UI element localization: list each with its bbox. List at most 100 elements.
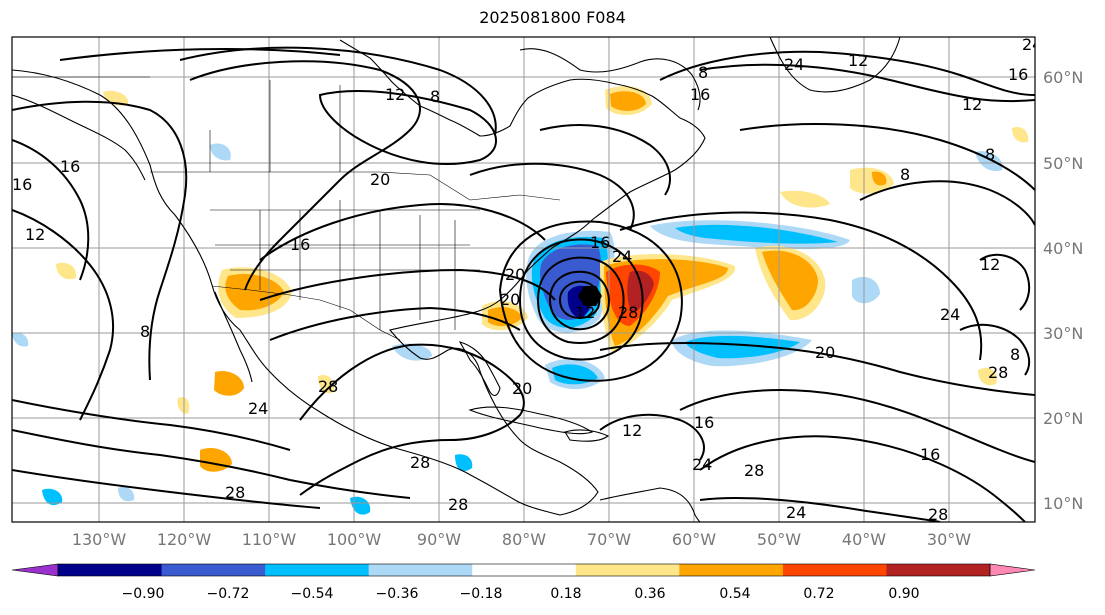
map-frame — [11, 36, 1036, 523]
colorbar-segment — [368, 564, 473, 576]
contour-label: 20 — [500, 290, 520, 309]
positive-anomaly-small — [56, 262, 77, 280]
lat-label: 40°N — [1043, 239, 1083, 258]
colorbar-tick-label: −0.18 — [460, 586, 503, 602]
colorbar-tick-label: −0.72 — [207, 586, 250, 602]
contour-label: 24 — [692, 455, 712, 474]
contour-label: 16 — [290, 235, 310, 254]
contour-pacific-high — [189, 60, 421, 291]
positive-anomaly-small — [177, 396, 190, 414]
lon-label: 60°W — [672, 530, 716, 549]
colorbar-tick-label: −0.90 — [122, 586, 165, 602]
colorbar-segment — [886, 564, 991, 576]
contour-label: 20 — [815, 343, 835, 362]
lat-label: 20°N — [1043, 409, 1083, 428]
colorbar-segment — [58, 564, 163, 576]
contour-label: 24 — [786, 503, 806, 522]
contour-low-ring-4 — [518, 238, 644, 361]
contour-label: 8 — [698, 63, 708, 82]
latitude-labels: 60°N 50°N 40°N 30°N 20°N 10°N — [1043, 68, 1083, 513]
colorbar-segments — [11, 563, 1036, 577]
contour-label: 8 — [1010, 345, 1020, 364]
lon-label: 80°W — [502, 530, 546, 549]
cuba-coast — [468, 406, 594, 435]
contour-24-plains — [259, 268, 556, 301]
contour-label: 28 — [928, 505, 948, 524]
contour-16-west — [12, 139, 90, 281]
negative-anomaly-small — [210, 143, 231, 161]
contour-low-ring-3 — [536, 256, 625, 344]
colorbar-frame — [57, 563, 991, 577]
contour-label: 20 — [512, 379, 532, 398]
positive-anomaly-baja — [214, 370, 244, 396]
lon-label: 90°W — [417, 530, 461, 549]
positive-anomaly-small — [978, 367, 997, 386]
greenland-coast — [769, 37, 901, 93]
contour-label: 24 — [1022, 35, 1042, 54]
contour-low-ring-1 — [558, 280, 601, 319]
negative-anomaly-small — [12, 332, 29, 347]
lat-label: 50°N — [1043, 154, 1083, 173]
contour-12-atlantic — [599, 413, 705, 461]
positive-anomaly-small — [318, 374, 335, 394]
contour-12-west — [12, 209, 114, 421]
negative-band-core — [675, 224, 838, 244]
cyclone-center-marker — [578, 286, 602, 306]
colorbar-tick-label: −0.54 — [291, 586, 334, 602]
contour-labels: 8 12 16 20 24 28 8 12 16 20 24 28 16 12 … — [12, 35, 1042, 524]
colorbar-ticks: −0.90 −0.72 −0.54 −0.36 −0.18 0.18 0.36 … — [122, 586, 920, 602]
north-america-coast — [12, 39, 706, 516]
longitude-labels: 130°W 120°W 110°W 100°W 90°W 80°W 70°W 6… — [72, 530, 971, 549]
colorbar-tick-label: 0.36 — [634, 586, 665, 602]
contour-label: 16 — [12, 175, 32, 194]
colorbar-tick-label: 0.54 — [719, 586, 750, 602]
colorbar-tick-label: 0.72 — [803, 586, 834, 602]
contour-label: 12 — [575, 303, 595, 322]
contour-canada-8 — [539, 124, 671, 196]
hispaniola-coast — [564, 429, 610, 442]
contour-24-west — [12, 429, 411, 499]
contour-label: 20 — [370, 170, 390, 189]
contour-label: 12 — [622, 421, 642, 440]
contour-east-12 — [959, 323, 1031, 376]
colorbar-tick-label: −0.36 — [376, 586, 419, 602]
contour-northeast-12 — [699, 63, 1035, 103]
political-borders — [12, 76, 561, 341]
negative-anomaly-small — [118, 486, 135, 502]
contour-label: 28 — [318, 377, 338, 396]
contour-label: 12 — [848, 51, 868, 70]
contour-northeast-8 — [659, 50, 1035, 96]
negative-anomaly-west — [852, 276, 880, 304]
contour-low-ring-5 — [498, 220, 683, 382]
negative-anomaly-gulf-core — [552, 364, 598, 385]
positive-anomaly-atlantic-core — [762, 250, 818, 311]
contour-label: 8 — [430, 87, 440, 106]
negative-band-south-core — [685, 335, 800, 359]
south-america-coast — [599, 487, 701, 522]
baffin-coast — [519, 48, 701, 111]
anomaly-shading — [12, 86, 1029, 515]
contour-label: 24 — [784, 55, 804, 74]
colorbar-extend-low — [11, 563, 59, 577]
colorbar-segment — [679, 564, 784, 576]
contour-label: 12 — [385, 85, 405, 104]
contour-label: 28 — [988, 363, 1008, 382]
contour-canada-16 — [469, 162, 635, 231]
contour-east-24 — [979, 253, 1031, 311]
contour-atlantic-24 — [619, 211, 983, 361]
negative-anomaly-small — [350, 496, 371, 515]
contour-28-gulf — [299, 343, 525, 496]
contour-label: 12 — [25, 225, 45, 244]
contour-label: 16 — [60, 157, 80, 176]
contour-east-20 — [859, 180, 1035, 226]
negative-anomaly-small — [42, 488, 63, 506]
lat-label: 60°N — [1043, 68, 1083, 87]
colorbar-segment — [575, 564, 680, 576]
contour-label: 8 — [140, 322, 150, 341]
contour-atlantic-24b — [699, 497, 941, 522]
lat-label: 10°N — [1043, 494, 1083, 513]
contour-atlantic-28 — [699, 435, 1026, 522]
plot-title: 2025081800 F084 — [479, 8, 626, 27]
colorbar-extend-high — [989, 563, 1036, 577]
colorbar-tick-label: 0.90 — [888, 586, 919, 602]
